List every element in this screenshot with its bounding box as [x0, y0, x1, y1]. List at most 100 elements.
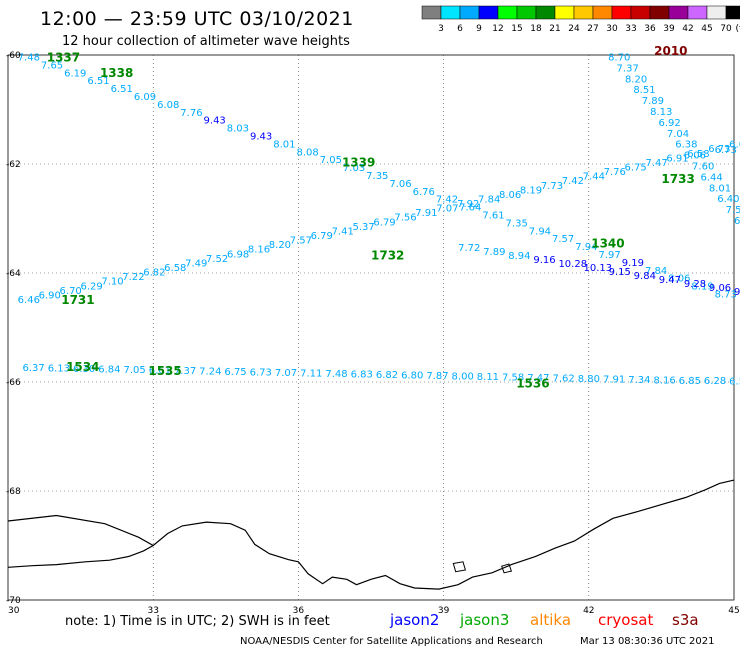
legend-tick-label: 18: [530, 24, 542, 34]
track-1731: 6.466.906.706.297.107.226.826.587.497.52…: [18, 140, 740, 307]
wave-height-label: 7.48: [18, 52, 40, 63]
pass-time-label: 1337: [47, 51, 80, 65]
legend-swatch: [497, 5, 518, 20]
wave-height-label: 8.06: [499, 190, 521, 201]
legend-swatch: [459, 5, 480, 20]
wave-height-label: 6.08: [157, 100, 179, 111]
lon-tick-label: 36: [293, 606, 305, 616]
wave-height-label: 6.79: [311, 231, 333, 242]
wave-height-label: 6.73: [250, 367, 272, 378]
legend-unit: (ft): [735, 24, 740, 34]
wave-height-label: 9.16: [533, 255, 555, 266]
wave-height-label: 7.41: [332, 226, 354, 237]
wave-height-label: 6.58: [164, 263, 186, 274]
wave-height-label: 6.28: [704, 376, 726, 387]
satellite-name-s3a: s3a: [672, 611, 699, 629]
legend-tick-label: 39: [663, 24, 675, 34]
wave-height-label: 7.04: [667, 129, 689, 140]
wave-height-label: 6.5: [729, 377, 740, 388]
wave-height-label: 6.83: [351, 369, 373, 380]
wave-height-label: 7.24: [199, 367, 221, 378]
wave-height-label: 7.37: [174, 366, 196, 377]
wave-height-label: 8.08: [296, 147, 318, 158]
track-1339: 1339: [342, 156, 375, 170]
axis-tick-labels: 30 33 36 39 42 45 -60 -62 -64 -66 -68 -70: [6, 51, 740, 616]
wave-height-label: 6.75: [625, 162, 647, 173]
wave-height-label: 6.73: [715, 145, 737, 156]
wave-height-label: 8.73: [715, 290, 737, 301]
wave-height-label: 6.73: [708, 144, 730, 155]
wave-height-label: 5.37: [352, 222, 374, 233]
legend-tick-label: 36: [644, 24, 656, 34]
wave-height-label: 6.06: [684, 151, 706, 162]
pass-time-label: 1731: [61, 293, 94, 307]
legend-swatch: [535, 5, 556, 20]
wave-height-label: 7.60: [692, 161, 714, 172]
legend-swatch: [725, 5, 740, 20]
lon-tick-label: 42: [583, 606, 594, 616]
wave-height-label: 7.03: [343, 163, 365, 174]
wave-height-label: 8.80: [578, 374, 600, 385]
wave-height-label: 8.01: [273, 139, 295, 150]
wave-height-label: 6.70: [60, 286, 82, 297]
wave-height-label: 8.01: [709, 183, 731, 194]
lat-tick-label: -66: [6, 378, 21, 388]
wave-height-label: 7.62: [553, 373, 575, 384]
pass-time-label: 1340: [591, 236, 624, 250]
wave-height-label: 7.06: [389, 179, 411, 190]
wave-height-label: 6.79: [373, 217, 395, 228]
legend-swatch: [573, 5, 594, 20]
legend-tick-label: 15: [511, 24, 522, 34]
wave-height-label: 7.42: [562, 176, 584, 187]
legend-tick-label: 6: [457, 24, 463, 34]
extra-1339-1340: 6.73: [715, 145, 737, 156]
wave-height-label: 8.19: [520, 185, 542, 196]
legend-swatch: [649, 5, 670, 20]
track-1536: 1536: [516, 376, 549, 390]
pass-time-label: 1535: [148, 364, 181, 378]
wave-height-label: 7.97: [598, 250, 620, 261]
wave-height-label: 10.28: [558, 259, 587, 270]
wave-height-label: 6.44: [700, 172, 722, 183]
wave-height-label: 9.43: [250, 131, 272, 142]
satellite-name-jason2: jason2: [389, 611, 439, 629]
wave-height-label: 7.58: [502, 372, 524, 383]
wave-height-label: 6.51: [87, 76, 109, 87]
lat-tick-label: -70: [6, 596, 21, 606]
legend-swatch: [706, 5, 727, 20]
wave-height-label: 7.22: [122, 272, 144, 283]
wave-height-label: 9.84: [634, 271, 656, 282]
satellite-name-jason3: jason3: [459, 611, 509, 629]
wave-height-label: 7.35: [506, 218, 528, 229]
wave-height-label: 7.07: [436, 204, 458, 215]
satellite-name-cryosat: cryosat: [598, 611, 653, 629]
wave-height-label: 9.19: [622, 258, 644, 269]
wave-height-label: 6.51: [111, 84, 133, 95]
satellite-legend: jason2 jason3 altika cryosat s3a: [389, 611, 699, 629]
wave-height-label: 7.49: [185, 258, 207, 269]
wave-height-label: 6.05: [729, 140, 740, 151]
wave-height-label: 9.28: [684, 279, 706, 290]
credit-text: NOAA/NESDIS Center for Satellite Applica…: [240, 636, 543, 647]
wave-height-label: 7.10: [101, 277, 123, 288]
legend-tick-label: 9: [476, 24, 482, 34]
wave-height-label: 7.64: [459, 203, 481, 214]
wave-height-label: 10.13: [584, 263, 613, 274]
legend-swatch: [668, 5, 689, 20]
wave-height-label: 7.48: [325, 369, 347, 380]
wave-height-label: 9.15: [609, 267, 631, 278]
wave-height-label: 6.91: [666, 153, 688, 164]
legend-swatch: [630, 5, 651, 20]
wave-height-label: 7.52: [206, 254, 228, 265]
wave-height-label: 7.84: [645, 266, 667, 277]
legend-swatch: [554, 5, 575, 20]
timestamp-text: Mar 13 08:30:36 UTC 2021: [580, 636, 715, 647]
wave-height-label: 7.5: [726, 205, 740, 216]
wave-height-label: 7.87: [426, 371, 448, 382]
wave-height-label: 6.38: [675, 140, 697, 151]
legend-tick-label: 42: [682, 24, 693, 34]
pass-time-label: 1339: [342, 156, 375, 170]
wave-height-label: 7.76: [604, 167, 626, 178]
pass-time-label: 1534: [66, 360, 99, 374]
legend-tick-label: 27: [587, 24, 598, 34]
